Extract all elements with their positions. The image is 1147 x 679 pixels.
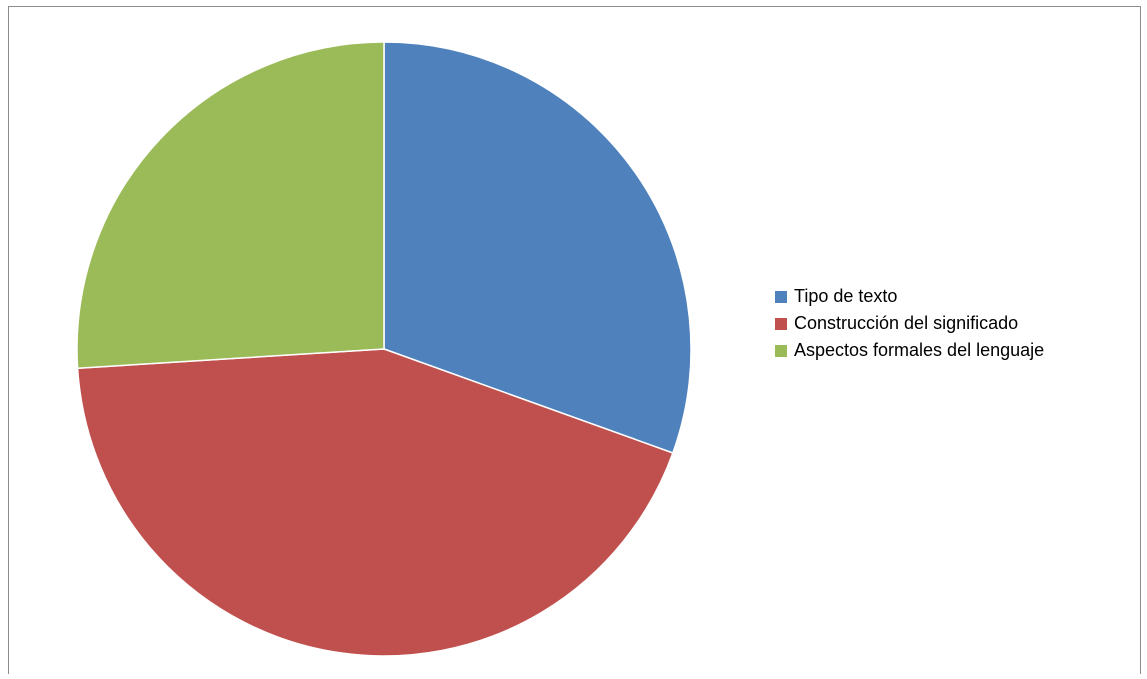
legend-swatch-0 — [775, 290, 787, 303]
legend-item-aspectos: Aspectos formales del lenguaje — [775, 337, 1135, 364]
legend-item-tipo-de-texto: Tipo de texto — [775, 283, 1135, 310]
pie-slice-2 — [76, 41, 385, 370]
legend-item-construccion: Construcción del significado — [775, 310, 1135, 337]
legend-swatch-1 — [775, 317, 787, 330]
legend-label-0: Tipo de texto — [794, 286, 898, 306]
legend-label-1: Construcción del significado — [794, 313, 1019, 333]
pie-slice-1 — [76, 348, 674, 657]
pie-slice-0 — [383, 41, 692, 454]
legend: Tipo de texto Construcción del significa… — [775, 283, 1135, 364]
legend-swatch-2 — [775, 344, 787, 357]
legend-label-2: Aspectos formales del lenguaje — [794, 340, 1045, 360]
